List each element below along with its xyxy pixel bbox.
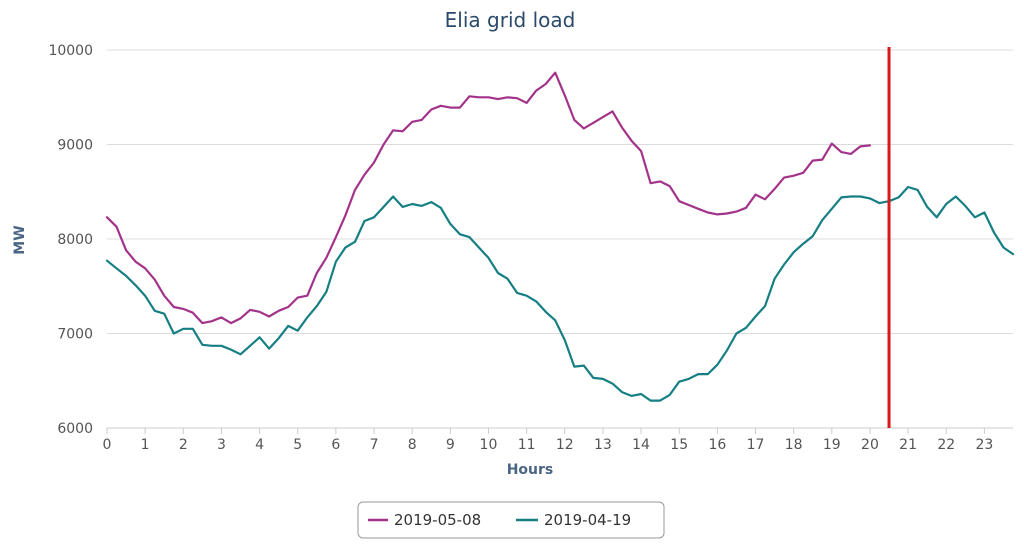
grid-layer <box>107 49 1013 429</box>
x-tick-label: 23 <box>975 437 993 453</box>
chart-title: Elia grid load <box>445 8 576 32</box>
legend-box <box>357 501 665 539</box>
legend-item-series-1[interactable]: 2019-05-08 <box>368 511 481 529</box>
x-tick-label: 8 <box>408 437 417 453</box>
x-tick-label: 19 <box>823 437 841 453</box>
legend-item-series-2[interactable]: 2019-04-19 <box>516 511 631 529</box>
series-layer <box>105 71 1015 402</box>
x-tick-label: 12 <box>556 437 574 453</box>
x-tick-label: 9 <box>446 437 455 453</box>
y-tick-label: 8000 <box>57 232 93 248</box>
x-tick-label: 22 <box>937 437 955 453</box>
x-tick-label: 10 <box>480 437 498 453</box>
y-tick-label: 6000 <box>57 421 93 437</box>
x-tick-label: 20 <box>861 437 879 453</box>
y-axis-title: MW <box>12 225 28 254</box>
x-tick-label: 4 <box>255 437 264 453</box>
legend: 2019-05-08 2019-04-19 <box>357 501 665 539</box>
x-tick-label: 2 <box>179 437 188 453</box>
x-tick-label: 0 <box>103 437 112 453</box>
x-tick-label: 15 <box>670 437 688 453</box>
y-tick-label: 9000 <box>57 138 93 154</box>
y-axis-ticks: 6000 7000 8000 9000 10000 <box>48 43 93 437</box>
y-tick-label: 7000 <box>57 327 93 343</box>
y-tick-label: 10000 <box>48 43 93 59</box>
x-axis-title: Hours <box>507 462 554 478</box>
legend-label-series-2: 2019-04-19 <box>544 511 631 529</box>
x-tick-label: 17 <box>747 437 765 453</box>
x-tick-label: 16 <box>708 437 726 453</box>
x-tick-label: 11 <box>518 437 536 453</box>
x-tick-label: 1 <box>141 437 150 453</box>
x-axis-ticks: 0 1 2 3 4 5 6 7 8 9 10 11 12 13 14 15 16 17 18 19 20 21 22 23 <box>103 427 1013 453</box>
x-tick-label: 13 <box>594 437 612 453</box>
x-tick-label: 6 <box>331 437 340 453</box>
series-line-1[interactable] <box>105 71 872 325</box>
x-tick-label: 3 <box>217 437 226 453</box>
x-tick-label: 18 <box>785 437 803 453</box>
legend-label-series-1: 2019-05-08 <box>394 511 481 529</box>
x-tick-label: 21 <box>899 437 917 453</box>
x-tick-label: 14 <box>632 437 650 453</box>
x-tick-label: 5 <box>293 437 302 453</box>
series-line-2[interactable] <box>105 185 1015 402</box>
x-tick-label: 7 <box>370 437 379 453</box>
